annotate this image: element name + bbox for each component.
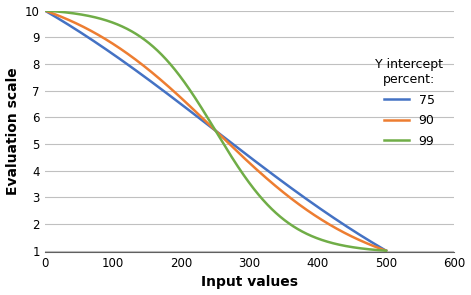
90 <box>208 124 213 128</box>
75 <box>199 118 204 122</box>
90 <box>199 116 204 119</box>
75 <box>374 243 379 247</box>
99 <box>42 9 48 12</box>
90 <box>311 213 317 216</box>
90 <box>383 249 389 253</box>
75 <box>373 243 379 247</box>
90 <box>59 15 65 19</box>
75 <box>42 9 48 12</box>
Y-axis label: Evaluation scale: Evaluation scale <box>6 68 20 195</box>
75 <box>383 249 389 253</box>
99 <box>59 10 65 14</box>
90 <box>373 245 379 249</box>
99 <box>208 121 213 125</box>
75 <box>59 19 65 23</box>
X-axis label: Input values: Input values <box>201 276 298 289</box>
99 <box>374 248 379 252</box>
99 <box>311 235 317 239</box>
99 <box>199 106 204 110</box>
90 <box>42 9 48 12</box>
90 <box>374 245 379 249</box>
75 <box>311 202 317 206</box>
Line: 99: 99 <box>45 11 386 251</box>
99 <box>383 249 389 253</box>
Line: 90: 90 <box>45 11 386 251</box>
75 <box>208 125 213 129</box>
Line: 75: 75 <box>45 11 386 251</box>
Legend: 75, 90, 99: 75, 90, 99 <box>370 53 448 153</box>
99 <box>373 248 379 252</box>
